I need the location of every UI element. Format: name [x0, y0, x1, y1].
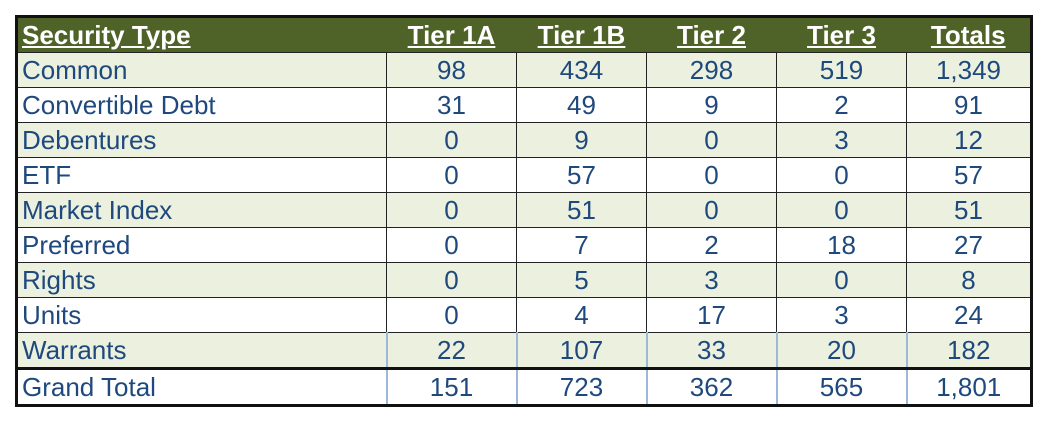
table-row: Common 98 434 298 519 1,349 — [16, 52, 1032, 88]
cell: 31 — [386, 87, 517, 123]
cell: 0 — [386, 157, 517, 193]
table-body: Common 98 434 298 519 1,349 Convertible Debt 31… — [16, 52, 1033, 406]
row-label: Common — [16, 52, 387, 88]
table-row: Market Index 0 51 0 0 51 — [16, 192, 1032, 228]
column-header: Tier 3 — [776, 16, 907, 53]
row-label: Market Index — [16, 192, 387, 228]
row-label: Debentures — [16, 122, 387, 158]
cell: 8 — [906, 262, 1032, 298]
cell: 723 — [515, 367, 648, 406]
row-label: Convertible Debt — [16, 87, 387, 123]
cell: 22 — [385, 332, 518, 369]
row-label: Rights — [16, 262, 387, 298]
column-header: Security Type — [16, 16, 387, 53]
cell: 151 — [385, 367, 518, 406]
cell: 51 — [906, 192, 1032, 228]
row-label: ETF — [16, 157, 387, 193]
cell: 0 — [646, 192, 777, 228]
cell: 2 — [776, 87, 907, 123]
cell: 33 — [645, 332, 778, 369]
cell: 4 — [516, 297, 647, 333]
table-row: Convertible Debt 31 49 9 2 91 — [16, 87, 1032, 123]
cell: 107 — [515, 332, 648, 369]
cell: 57 — [906, 157, 1032, 193]
cell: 7 — [516, 227, 647, 263]
cell: 0 — [386, 227, 517, 263]
cell: 57 — [516, 157, 647, 193]
cell: 298 — [646, 52, 777, 88]
cell: 519 — [776, 52, 907, 88]
cell: 51 — [516, 192, 647, 228]
cell: 0 — [386, 297, 517, 333]
cell: 434 — [516, 52, 647, 88]
cell: 0 — [646, 122, 777, 158]
table-row: Units 0 4 17 3 24 — [16, 297, 1032, 333]
table-row: Warrants 22 107 33 20 182 — [16, 332, 1033, 369]
cell: 1,801 — [905, 367, 1033, 406]
cell: 0 — [386, 122, 517, 158]
cell: 1,349 — [906, 52, 1032, 88]
table-row: Rights 0 5 3 0 8 — [16, 262, 1032, 298]
cell: 3 — [646, 262, 777, 298]
cell: 20 — [775, 332, 908, 369]
column-header: Tier 1A — [386, 16, 517, 53]
cell: 0 — [386, 262, 517, 298]
cell: 3 — [776, 297, 907, 333]
cell: 17 — [646, 297, 777, 333]
cell: 24 — [906, 297, 1032, 333]
cell: 565 — [775, 367, 908, 406]
cell: 5 — [516, 262, 647, 298]
cell: 0 — [386, 192, 517, 228]
table-row: Debentures 0 9 0 3 12 — [16, 122, 1032, 158]
cell: 9 — [646, 87, 777, 123]
cell: 91 — [906, 87, 1032, 123]
row-label: Preferred — [16, 227, 387, 263]
cell: 0 — [776, 157, 907, 193]
column-header: Tier 1B — [516, 16, 647, 53]
table-row: Grand Total 151 723 362 565 1,801 — [16, 367, 1033, 406]
cell: 3 — [776, 122, 907, 158]
cell: 362 — [645, 367, 778, 406]
row-label: Grand Total — [16, 367, 387, 406]
cell: 0 — [776, 262, 907, 298]
cell: 27 — [906, 227, 1032, 263]
table-row: Preferred 0 7 2 18 27 — [16, 227, 1032, 263]
cell: 2 — [646, 227, 777, 263]
cell: 98 — [386, 52, 517, 88]
table-row: ETF 0 57 0 0 57 — [16, 157, 1032, 193]
row-label: Units — [16, 297, 387, 333]
cell: 12 — [906, 122, 1032, 158]
cell: 182 — [905, 332, 1033, 369]
row-label: Warrants — [16, 332, 387, 369]
cell: 49 — [516, 87, 647, 123]
cell: 18 — [776, 227, 907, 263]
cell: 0 — [646, 157, 777, 193]
column-header: Tier 2 — [646, 16, 777, 53]
column-header: Totals — [906, 16, 1032, 53]
cell: 9 — [516, 122, 647, 158]
cell: 0 — [776, 192, 907, 228]
